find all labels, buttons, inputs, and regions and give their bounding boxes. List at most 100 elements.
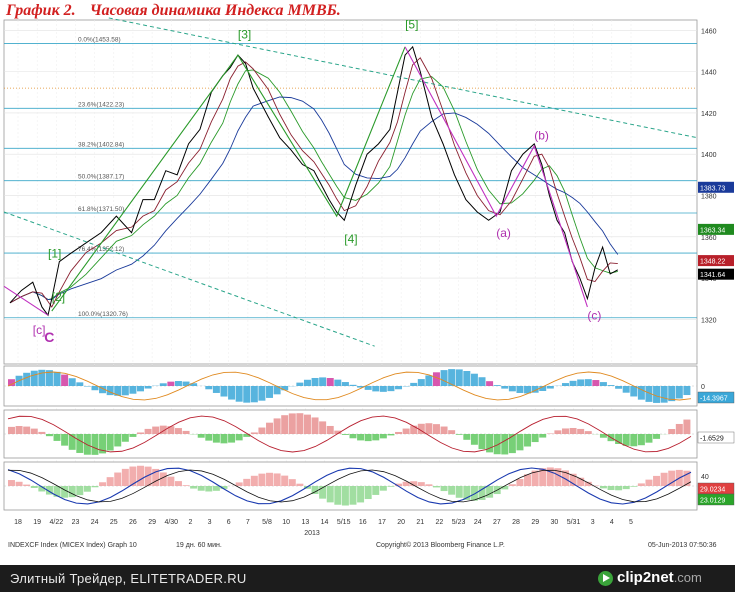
indicator-bar <box>668 470 676 486</box>
panel3-top-label: 40 <box>701 474 709 481</box>
indicator-bar <box>364 486 372 500</box>
clip2net-logo[interactable]: clip2net.com <box>617 569 702 586</box>
wave-label: [3] <box>238 28 251 42</box>
indicator-bar <box>182 381 190 386</box>
indicator-bar <box>266 472 274 486</box>
indicator-bar <box>478 377 486 386</box>
indicator-bar <box>212 434 220 443</box>
indicator-bar <box>68 434 76 450</box>
indicator-bar <box>645 434 653 443</box>
indicator-bar <box>668 429 676 434</box>
indicator-bar <box>341 434 349 435</box>
indicator-bar <box>159 425 167 434</box>
y-tick-label: 1380 <box>701 193 717 200</box>
indicator-bar <box>99 386 107 394</box>
moving-average-line <box>9 69 618 304</box>
indicator-bar <box>577 428 585 434</box>
elliott-wave-prior <box>3 285 49 316</box>
main-panel-frame <box>3 19 698 365</box>
indicator-bar <box>8 426 15 434</box>
indicator-bar <box>174 428 182 434</box>
indicator-bar <box>372 434 380 441</box>
footer-bar: Элитный Трейдер, ELITETRADER.RU clip2net… <box>0 565 735 592</box>
indicator-bar <box>615 386 623 389</box>
figure-title: Часовая динамика Индекса ММВБ. <box>89 2 341 19</box>
indicator-bar <box>357 434 365 441</box>
indicator-bar <box>243 478 251 486</box>
indicator-bar <box>372 486 380 495</box>
indicator-bar <box>660 386 668 403</box>
indicator-bar <box>15 481 23 486</box>
y-tick-label: 1440 <box>701 70 717 77</box>
price-tag-value: 1341.64 <box>700 272 725 279</box>
fib-level-label: 61.8%(1371.50) <box>78 206 124 213</box>
indicator-bar <box>190 383 198 386</box>
indicator-bar <box>470 434 478 445</box>
figure-number: График 2. <box>6 2 76 19</box>
indicator-bar <box>182 485 190 486</box>
y-tick-label: 1400 <box>701 152 717 159</box>
indicator-bar <box>554 468 562 486</box>
indicator-bar <box>417 482 425 486</box>
indicator-bar <box>15 426 23 434</box>
indicator-bar <box>395 431 403 434</box>
indicator-bar <box>577 379 585 386</box>
indicator-bar <box>152 468 160 486</box>
indicator-line <box>7 467 692 505</box>
indicator-bar <box>235 434 243 441</box>
indicator-bar <box>159 472 167 486</box>
indicator-bar <box>197 486 205 491</box>
indicator-bar <box>250 475 258 486</box>
indicator-bar <box>228 386 236 400</box>
indicator-bar <box>190 486 198 489</box>
chart-title: График 2. Часовая динамика Индекса ММВБ. <box>6 2 355 20</box>
indicator-bar <box>212 486 220 491</box>
price-tag-value: 1363.34 <box>700 227 725 234</box>
indicator-bar <box>129 386 137 394</box>
indicator-bar <box>212 386 220 393</box>
panel1-last-value: -14.3967 <box>700 396 728 403</box>
x-tick-label: 30 <box>550 519 558 526</box>
indicator-bar <box>539 434 547 438</box>
indicator-bar <box>91 386 99 391</box>
indicator-bar <box>637 386 645 400</box>
clip2net-brand: clip2net <box>617 569 674 586</box>
indicator-bar <box>83 486 91 492</box>
indicator-bar <box>440 370 448 386</box>
x-tick-label: 5/31 <box>567 519 581 526</box>
indicator-bar <box>23 372 31 386</box>
indicator-bar <box>463 371 471 386</box>
y-tick-label: 1320 <box>701 317 717 324</box>
indicator-bar <box>349 384 357 386</box>
indicator-bar <box>410 481 418 486</box>
indicator-bar <box>448 430 456 434</box>
indicator-bar <box>220 386 228 397</box>
indicator-bar <box>432 486 440 488</box>
wave-label: [2] <box>52 290 65 304</box>
indicator-bar <box>326 486 334 503</box>
wave-label: [5] <box>405 17 418 31</box>
indicator-bar <box>273 386 281 395</box>
indicator-bar <box>121 386 129 396</box>
x-tick-label: 21 <box>416 519 424 526</box>
indicator-bar <box>531 434 539 443</box>
indicator-bar <box>402 481 410 486</box>
indicator-bar <box>630 434 638 447</box>
indicator-bar <box>372 386 380 392</box>
indicator-bar <box>137 386 144 392</box>
indicator-bar <box>281 475 289 486</box>
indicator-bar <box>364 386 372 390</box>
indicator-bar <box>182 430 190 434</box>
x-tick-label: 14 <box>321 519 329 526</box>
indicator-bar <box>243 386 251 403</box>
y-tick-label: 1360 <box>701 235 717 242</box>
indicator-bar <box>319 377 327 386</box>
elliott-wave-impulse <box>51 46 406 312</box>
indicator-bar <box>23 484 31 486</box>
x-tick-label: 29 <box>148 519 156 526</box>
fib-level-label: 23.6%(1422.23) <box>78 101 124 108</box>
indicator-bar <box>622 386 630 393</box>
x-tick-label: 19 <box>33 519 41 526</box>
indicator-bar <box>167 426 175 434</box>
indicator-bar <box>637 483 645 486</box>
